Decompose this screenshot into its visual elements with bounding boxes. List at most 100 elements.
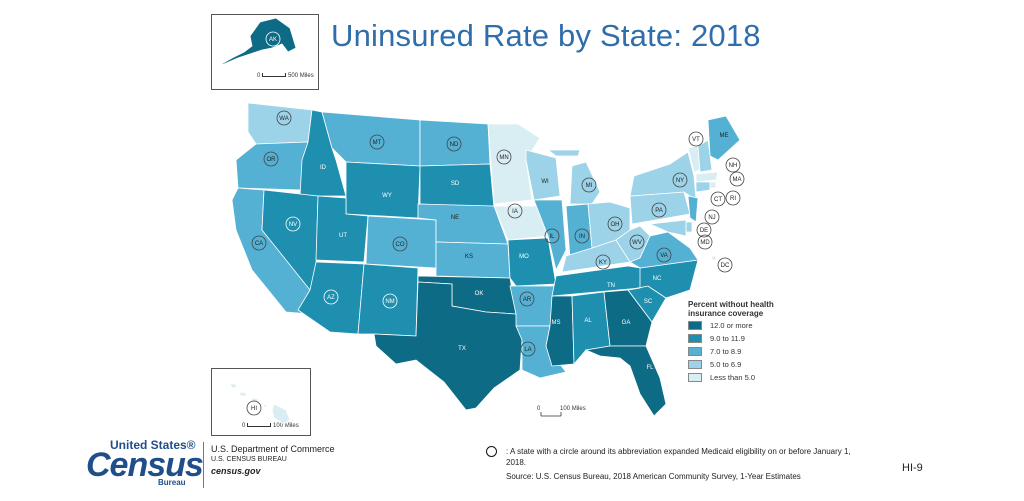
- state-label-KY: KY: [595, 254, 611, 270]
- state-WY[interactable]: [345, 161, 421, 219]
- state-WI[interactable]: [525, 149, 561, 201]
- state-label-MD: MD: [697, 234, 713, 250]
- state-label-IN: IN: [574, 228, 590, 244]
- state-label-AL: AL: [584, 318, 592, 324]
- state-label-VA: VA: [656, 247, 672, 263]
- medicaid-circle: [607, 216, 623, 232]
- legend-swatch: [688, 321, 702, 330]
- medicaid-circle: [369, 134, 385, 150]
- legend-label: 5.0 to 6.9: [710, 360, 742, 369]
- state-abbr: VT: [692, 137, 700, 143]
- legend-item: 12.0 or more: [688, 320, 778, 331]
- state-abbr: SC: [644, 299, 653, 305]
- medicaid-circle: [629, 234, 645, 250]
- state-TX[interactable]: [373, 281, 523, 411]
- medicaid-circle: [507, 203, 523, 219]
- state-label-TN: TN: [607, 283, 615, 289]
- state-FL[interactable]: [584, 345, 667, 417]
- state-label-AK: AK: [265, 31, 281, 47]
- hawaii-inset: 0 100 Miles: [211, 368, 311, 436]
- state-DC[interactable]: [711, 255, 717, 261]
- state-abbr: NY: [676, 178, 684, 184]
- state-MD[interactable]: [648, 219, 687, 237]
- state-CT[interactable]: [695, 181, 711, 193]
- logo-divider: [203, 442, 204, 488]
- state-HI[interactable]: [229, 383, 291, 425]
- medicaid-circle: [251, 235, 267, 251]
- state-label-OR: OR: [263, 151, 279, 167]
- medicaid-circle: [323, 289, 339, 305]
- state-MA[interactable]: [695, 171, 719, 183]
- medicaid-circle: [574, 228, 590, 244]
- state-abbr: NV: [289, 222, 297, 228]
- state-label-MI: MI: [581, 177, 597, 193]
- state-label-CO: CO: [392, 236, 408, 252]
- state-abbr: NJ: [708, 215, 715, 221]
- state-abbr: AK: [269, 37, 277, 43]
- state-abbr: ME: [720, 133, 729, 139]
- state-label-NM: NM: [382, 293, 398, 309]
- logo-census: Census: [86, 446, 204, 484]
- hawaii-scale-label: 100 Miles: [273, 423, 299, 429]
- state-abbr: MN: [499, 155, 508, 161]
- legend-item: 5.0 to 6.9: [688, 359, 778, 370]
- state-abbr: MA: [733, 177, 742, 183]
- state-AR[interactable]: [509, 285, 555, 327]
- alaska-scale-zero: 0: [257, 73, 261, 79]
- state-abbr: AR: [523, 297, 532, 303]
- state-label-OK: OK: [475, 291, 484, 297]
- legend-item: 7.0 to 8.9: [688, 346, 778, 357]
- state-NH[interactable]: [697, 139, 713, 173]
- state-AK[interactable]: [217, 17, 297, 67]
- medicaid-circle: [688, 131, 704, 147]
- legend: Percent without health insurance coverag…: [688, 300, 778, 383]
- state-abbr: CA: [255, 241, 263, 247]
- medicaid-circle: [710, 191, 726, 207]
- state-label-MN: MN: [496, 149, 512, 165]
- hawaii-shape: [229, 383, 291, 425]
- state-label-WV: WV: [629, 234, 645, 250]
- state-label-LA: LA: [520, 341, 536, 357]
- source-note: Source: U.S. Census Bureau, 2018 America…: [506, 472, 801, 481]
- state-RI[interactable]: [709, 181, 717, 189]
- legend-item: 9.0 to 11.9: [688, 333, 778, 344]
- state-label-NH: NH: [725, 157, 741, 173]
- state-label-MA: MA: [729, 171, 745, 187]
- medicaid-circle: [704, 209, 720, 225]
- medicaid-note-text: : A state with a circle around its abbre…: [506, 447, 851, 467]
- state-abbr: NH: [729, 163, 738, 169]
- medicaid-circle: [544, 228, 560, 244]
- legend-swatch: [688, 360, 702, 369]
- state-GA[interactable]: [603, 289, 653, 347]
- medicaid-circle: [265, 31, 281, 47]
- state-IL[interactable]: [533, 199, 567, 272]
- hawaii-scale-zero: 0: [242, 423, 246, 429]
- legend-label: 9.0 to 11.9: [710, 334, 745, 343]
- state-label-AR: AR: [519, 291, 535, 307]
- state-label-WY: WY: [382, 193, 392, 199]
- state-abbr: AZ: [327, 295, 335, 301]
- state-label-GA: GA: [622, 320, 631, 326]
- state-NC[interactable]: [627, 259, 699, 299]
- state-VA[interactable]: [629, 231, 699, 269]
- alaska-scale-bar: [262, 73, 287, 78]
- state-MO[interactable]: [507, 237, 557, 287]
- state-abbr: UT: [339, 233, 347, 239]
- state-NY[interactable]: [629, 151, 697, 201]
- state-abbr: KY: [599, 260, 607, 266]
- state-DE[interactable]: [685, 221, 693, 233]
- state-label-MT: MT: [369, 134, 385, 150]
- medicaid-circle: [651, 202, 667, 218]
- medicaid-circle: [496, 149, 512, 165]
- state-abbr: DC: [721, 263, 730, 269]
- state-label-NC: NC: [653, 276, 662, 282]
- state-MI[interactable]: [546, 149, 601, 205]
- state-NJ[interactable]: [687, 195, 699, 223]
- state-abbr: NM: [385, 299, 394, 305]
- legend-title: Percent without health insurance coverag…: [688, 300, 774, 318]
- state-abbr: FL: [646, 365, 654, 371]
- medicaid-circle: [392, 236, 408, 252]
- state-label-NJ: NJ: [704, 209, 720, 225]
- legend-label: Less than 5.0: [710, 373, 756, 382]
- state-abbr: VA: [660, 253, 668, 259]
